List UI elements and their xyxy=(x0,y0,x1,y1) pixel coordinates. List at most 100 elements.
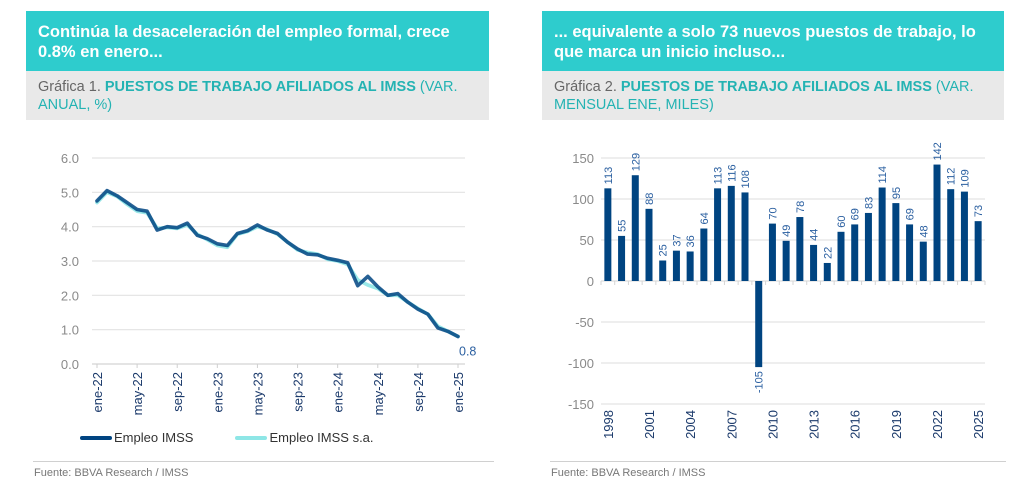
x-tick-label: 2013 xyxy=(807,410,822,439)
bar xyxy=(659,260,667,281)
bar-value-label: 25 xyxy=(658,244,670,256)
x-tick-label: ene-23 xyxy=(210,372,225,412)
legend-swatch-dark xyxy=(80,435,112,440)
y-tick-label: 0.0 xyxy=(61,357,79,372)
panel2-headline: ... equivalente a solo 73 nuevos puestos… xyxy=(542,11,1004,71)
x-tick-label: sep-22 xyxy=(170,372,185,412)
panel2-subtitle-prefix: Gráfica 2. xyxy=(554,79,621,95)
y-tick-label: 4.0 xyxy=(61,220,79,235)
panel1-subtitle-title: PUESTOS DE TRABAJO AFILIADOS AL IMSS xyxy=(104,79,416,95)
bar-value-label: 78 xyxy=(795,201,807,213)
bar xyxy=(796,217,804,281)
x-tick-label: ene-25 xyxy=(451,372,466,412)
x-tick-label: ene-22 xyxy=(90,372,105,412)
bar-value-label: 114 xyxy=(877,166,889,184)
bar xyxy=(864,212,872,281)
bar xyxy=(672,250,680,281)
bar-value-label: 142 xyxy=(932,142,944,160)
y-tick-label: 3.0 xyxy=(61,254,79,269)
x-tick-label: 1998 xyxy=(601,410,616,439)
bar xyxy=(618,235,626,281)
bar-value-label: 64 xyxy=(699,212,711,224)
y-tick-label: 1.0 xyxy=(61,323,79,338)
bar-value-label: 112 xyxy=(946,168,958,186)
y-tick-label: -100 xyxy=(568,356,594,371)
legend-label: Empleo IMSS xyxy=(114,430,194,445)
bar xyxy=(631,175,639,281)
legend-item-empleo-imss: Empleo IMSS xyxy=(80,430,193,445)
bar xyxy=(782,240,790,281)
panel1-source: Fuente: BBVA Research / IMSS xyxy=(34,467,189,479)
y-tick-label: 100 xyxy=(572,192,594,207)
bar-value-label: -105 xyxy=(754,371,766,393)
line-chart-legend: Empleo IMSS Empleo IMSS s.a. xyxy=(80,430,374,445)
line-chart: 0.0 1.0 2.0 3.0 4.0 5.0 6.0 ene-22 may-22 sep-22 e… xyxy=(61,151,477,415)
panel2-subtitle-unit: (VAR. MENSUAL ENE, MILES) xyxy=(554,79,974,113)
y-tick-label: 2.0 xyxy=(61,288,79,303)
bar xyxy=(851,224,859,281)
y-tick-label: -50 xyxy=(575,315,594,330)
bar xyxy=(892,203,900,281)
bar-value-label: 83 xyxy=(863,197,875,209)
panel-annual-change: Continúa la desaceleración del empleo fo… xyxy=(26,11,489,120)
y-tick-label: 5.0 xyxy=(61,185,79,200)
panel2-divider xyxy=(550,461,1006,462)
x-tick-label: ene-24 xyxy=(331,372,346,412)
panel1-subtitle-unit: (VAR. ANUAL, %) xyxy=(38,79,458,113)
x-tick-label: 2016 xyxy=(848,410,863,439)
y-tick-label: 150 xyxy=(572,151,594,166)
bar-value-label: 55 xyxy=(617,220,629,232)
bar-value-label: 44 xyxy=(809,229,821,241)
bar-value-label: 129 xyxy=(630,153,642,171)
bar-value-label: 60 xyxy=(836,216,848,228)
bar xyxy=(645,208,653,281)
x-tick-label: may-23 xyxy=(250,372,265,415)
y-tick-label: 50 xyxy=(580,233,594,248)
x-tick-label: 2010 xyxy=(765,410,780,439)
bar-value-label: 70 xyxy=(767,207,779,219)
x-tick-label: 2004 xyxy=(683,410,698,439)
bar-value-label: 109 xyxy=(959,169,971,187)
x-tick-label: may-24 xyxy=(371,372,386,415)
x-tick-label: 2007 xyxy=(724,410,739,439)
legend-item-empleo-imss-sa: Empleo IMSS s.a. xyxy=(235,430,374,445)
x-tick-label: 2019 xyxy=(889,410,904,439)
panel1-headline: Continúa la desaceleración del empleo fo… xyxy=(26,11,489,71)
bar-value-label: 69 xyxy=(850,208,862,220)
panel1-subtitle-prefix: Gráfica 1. xyxy=(38,79,105,95)
x-tick-label: may-22 xyxy=(130,372,145,415)
y-tick-label: 6.0 xyxy=(61,151,79,166)
bar-value-label: 37 xyxy=(671,234,683,246)
x-tick-label: sep-24 xyxy=(411,372,426,412)
bar xyxy=(810,244,818,281)
bar xyxy=(700,228,708,281)
bar-value-label: 36 xyxy=(685,235,697,247)
series-line-empleo-imss xyxy=(95,188,460,339)
bar xyxy=(933,164,941,281)
bar xyxy=(604,188,612,281)
bar xyxy=(947,189,955,281)
panel1-divider xyxy=(33,461,494,462)
x-tick-label: 2025 xyxy=(971,410,986,439)
bar-value-label: 108 xyxy=(740,170,752,188)
bar xyxy=(878,187,886,281)
x-tick-label: sep-23 xyxy=(291,372,306,412)
legend-swatch-light xyxy=(235,435,268,440)
bar-value-label: 48 xyxy=(918,225,930,237)
panel1-subtitle: Gráfica 1. PUESTOS DE TRABAJO AFILIADOS … xyxy=(26,71,489,120)
bar-value-label: 22 xyxy=(822,247,834,259)
bar xyxy=(906,224,914,281)
y-tick-label: 0 xyxy=(587,274,594,289)
bar-value-label: 113 xyxy=(603,167,615,185)
bar-value-label: 116 xyxy=(726,164,738,182)
bar-value-label: 73 xyxy=(973,205,985,217)
bar xyxy=(974,221,982,281)
end-value-label: 0.8 xyxy=(459,345,476,359)
x-tick-label: 2001 xyxy=(642,410,657,439)
bar xyxy=(823,262,831,281)
bar xyxy=(755,281,763,368)
panel2-subtitle: Gráfica 2. PUESTOS DE TRABAJO AFILIADOS … xyxy=(542,71,1004,120)
bar-value-label: 49 xyxy=(781,225,793,237)
x-tick-label: 2022 xyxy=(930,410,945,439)
